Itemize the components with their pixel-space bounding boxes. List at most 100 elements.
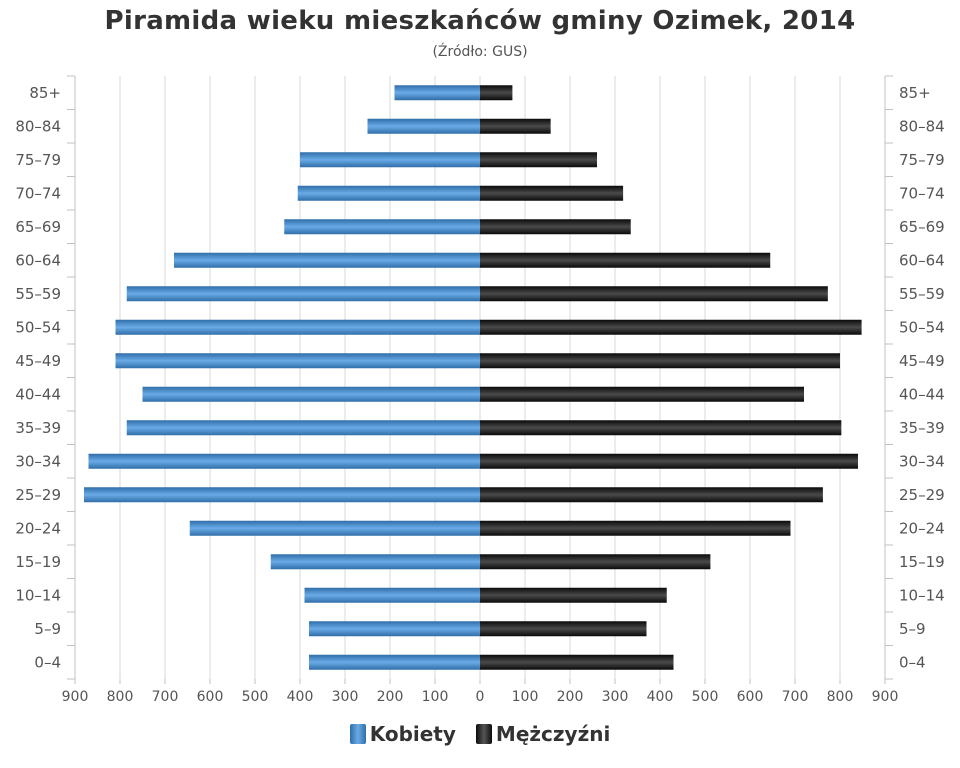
category-label-right: 45–49	[899, 352, 945, 370]
bar-male	[480, 185, 624, 201]
category-label-left: 20–24	[15, 519, 61, 537]
category-label-right: 70–74	[899, 184, 945, 202]
category-label-right: 55–59	[899, 285, 945, 303]
category-label-left: 65–69	[15, 218, 61, 236]
category-label-left: 45–49	[15, 352, 61, 370]
bar-male	[480, 554, 711, 570]
category-label-right: 50–54	[899, 318, 945, 336]
bar-male	[480, 487, 823, 503]
bar-female	[304, 587, 480, 603]
x-tick-label: 400	[287, 689, 314, 705]
category-label-right: 20–24	[899, 519, 945, 537]
chart-title: Piramida wieku mieszkańców gminy Ozimek,…	[104, 6, 856, 36]
bar-male	[480, 420, 842, 436]
bar-male	[480, 587, 667, 603]
chart-subtitle: (Źródło: GUS)	[432, 44, 528, 60]
x-tick-label: 800	[107, 689, 134, 705]
x-tick-label: 900	[62, 689, 89, 705]
legend: Kobiety Mężczyźni	[0, 722, 960, 746]
bar-male	[480, 85, 513, 101]
bar-female	[115, 353, 480, 369]
bar-male	[480, 654, 674, 670]
x-tick-label: 900	[872, 689, 899, 705]
category-label-right: 0–4	[899, 653, 926, 671]
category-label-left: 85+	[29, 84, 61, 102]
bar-male	[480, 621, 647, 637]
x-tick-label: 200	[377, 689, 404, 705]
legend-item-female[interactable]: Kobiety	[349, 722, 456, 746]
category-label-left: 55–59	[15, 285, 61, 303]
bar-male	[480, 453, 858, 469]
bar-male	[480, 353, 840, 369]
legend-swatch-male	[475, 724, 492, 744]
category-label-left: 15–19	[15, 553, 61, 571]
x-tick-label: 100	[422, 689, 449, 705]
bar-male	[480, 152, 597, 168]
x-tick-label: 600	[737, 689, 764, 705]
x-tick-label: 700	[782, 689, 809, 705]
x-tick-label: 400	[647, 689, 674, 705]
category-label-left: 60–64	[15, 251, 61, 269]
legend-label-male: Mężczyźni	[495, 722, 611, 746]
bar-female	[270, 554, 480, 570]
category-label-left: 0–4	[34, 653, 61, 671]
bar-male	[480, 252, 771, 268]
category-label-right: 35–39	[899, 419, 945, 437]
category-label-right: 75–79	[899, 151, 945, 169]
bar-female	[300, 152, 480, 168]
axes	[67, 75, 893, 684]
category-label-left: 35–39	[15, 419, 61, 437]
bar-male	[480, 319, 862, 335]
bar-male	[480, 219, 631, 235]
bar-female	[174, 252, 480, 268]
x-tick-label: 0	[476, 689, 485, 705]
x-tick-label: 800	[827, 689, 854, 705]
category-label-right: 25–29	[899, 486, 945, 504]
category-label-left: 40–44	[15, 385, 61, 403]
x-tick-label: 600	[197, 689, 224, 705]
bars	[84, 85, 862, 670]
bar-female	[126, 286, 480, 302]
category-label-left: 5–9	[34, 620, 61, 638]
bar-female	[84, 487, 480, 503]
legend-item-male[interactable]: Mężczyźni	[475, 722, 611, 746]
category-label-right: 30–34	[899, 452, 945, 470]
category-label-right: 65–69	[899, 218, 945, 236]
bar-female	[126, 420, 480, 436]
x-tick-label: 100	[512, 689, 539, 705]
bar-female	[394, 85, 480, 101]
bar-male	[480, 286, 828, 302]
bar-female	[309, 621, 480, 637]
bar-female	[297, 185, 480, 201]
category-label-right: 60–64	[899, 251, 945, 269]
x-tick-label: 500	[242, 689, 269, 705]
bar-male	[480, 386, 804, 402]
category-label-left: 80–84	[15, 117, 61, 135]
category-label-left: 75–79	[15, 151, 61, 169]
bar-male	[480, 118, 551, 134]
bar-female	[189, 520, 480, 536]
x-tick-label: 300	[602, 689, 629, 705]
legend-swatch-female	[349, 724, 366, 744]
legend-label-female: Kobiety	[369, 722, 456, 746]
category-label-left: 30–34	[15, 452, 61, 470]
category-label-left: 70–74	[15, 184, 61, 202]
bar-female	[115, 319, 480, 335]
bar-female	[367, 118, 480, 134]
category-label-left: 10–14	[15, 586, 61, 604]
x-tick-label: 300	[332, 689, 359, 705]
axis-labels: 900 800 700 600 500 400 300 200 100 0 100 200 300 400…	[15, 84, 944, 705]
category-label-right: 10–14	[899, 586, 945, 604]
x-tick-label: 200	[557, 689, 584, 705]
category-label-right: 15–19	[899, 553, 945, 571]
x-tick-label: 700	[152, 689, 179, 705]
category-label-right: 5–9	[899, 620, 926, 638]
category-label-left: 50–54	[15, 318, 61, 336]
bar-female	[88, 453, 480, 469]
category-label-right: 80–84	[899, 117, 945, 135]
category-label-left: 25–29	[15, 486, 61, 504]
bar-female	[142, 386, 480, 402]
bar-female	[284, 219, 480, 235]
